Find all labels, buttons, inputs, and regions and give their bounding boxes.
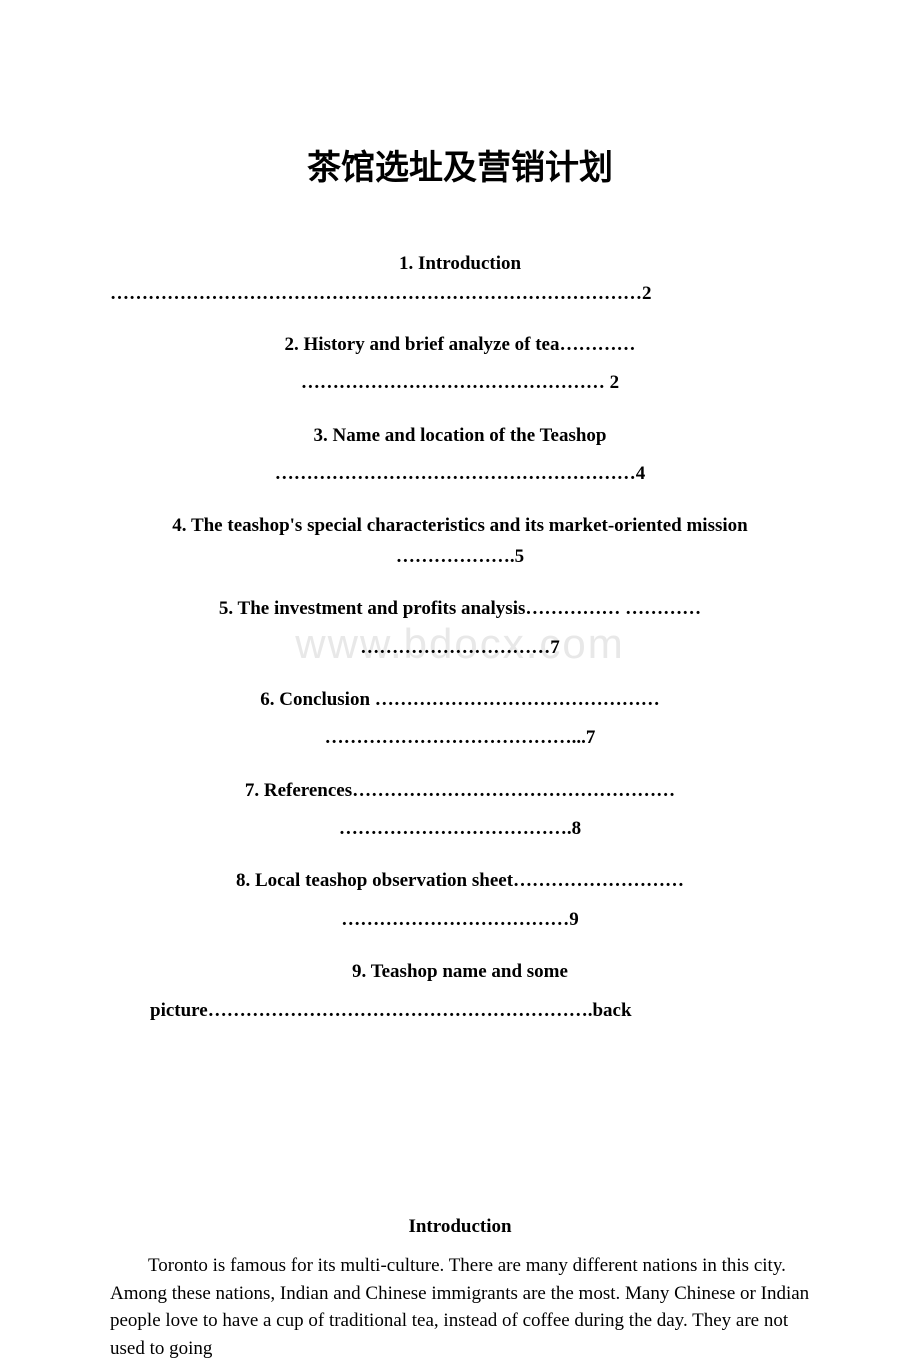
toc-item-6: 6. Conclusion ……………………………………… <box>110 685 810 715</box>
toc-item-7-line2: ……………………………….8 <box>110 814 810 844</box>
introduction-paragraph: Toronto is famous for its multi-culture.… <box>110 1252 810 1362</box>
toc-item-8-line2: ………………………………9 <box>110 905 810 935</box>
toc-item-5-line2: …………………………7 <box>110 633 810 663</box>
toc-item-2-line2: ………………………………………… 2 <box>110 368 810 398</box>
toc-item-7: 7. References…………………………………………… <box>110 776 810 806</box>
toc-item-6-line2: …………………………………...7 <box>110 723 810 753</box>
toc-item-9-label: 9. Teashop name and some <box>110 957 810 987</box>
toc-item-9-line2: picture…………………………………………………….back <box>110 996 810 1026</box>
page-content: 茶馆选址及营销计划 1. Introduction ……………………………………… <box>110 140 810 1362</box>
toc-item-4: 4. The teashop's special characteristics… <box>110 511 810 572</box>
toc-item-1-label: 1. Introduction <box>110 249 810 279</box>
toc-item-2: 2. History and brief analyze of tea………… <box>110 330 810 360</box>
introduction-heading: Introduction <box>110 1216 810 1238</box>
toc-item-3: 3. Name and location of the Teashop <box>110 421 810 451</box>
document-title: 茶馆选址及营销计划 <box>110 140 810 189</box>
toc-item-3-line2: …………………………………………………4 <box>110 459 810 489</box>
body-section: Introduction Toronto is famous for its m… <box>110 1216 810 1362</box>
table-of-contents: 1. Introduction ………………………………………………………………… <box>110 249 810 1026</box>
toc-item-1-dots: …………………………………………………………………………2 <box>110 279 810 309</box>
toc-item-5: 5. The investment and profits analysis……… <box>110 594 810 624</box>
toc-item-8: 8. Local teashop observation sheet………………… <box>110 866 810 896</box>
